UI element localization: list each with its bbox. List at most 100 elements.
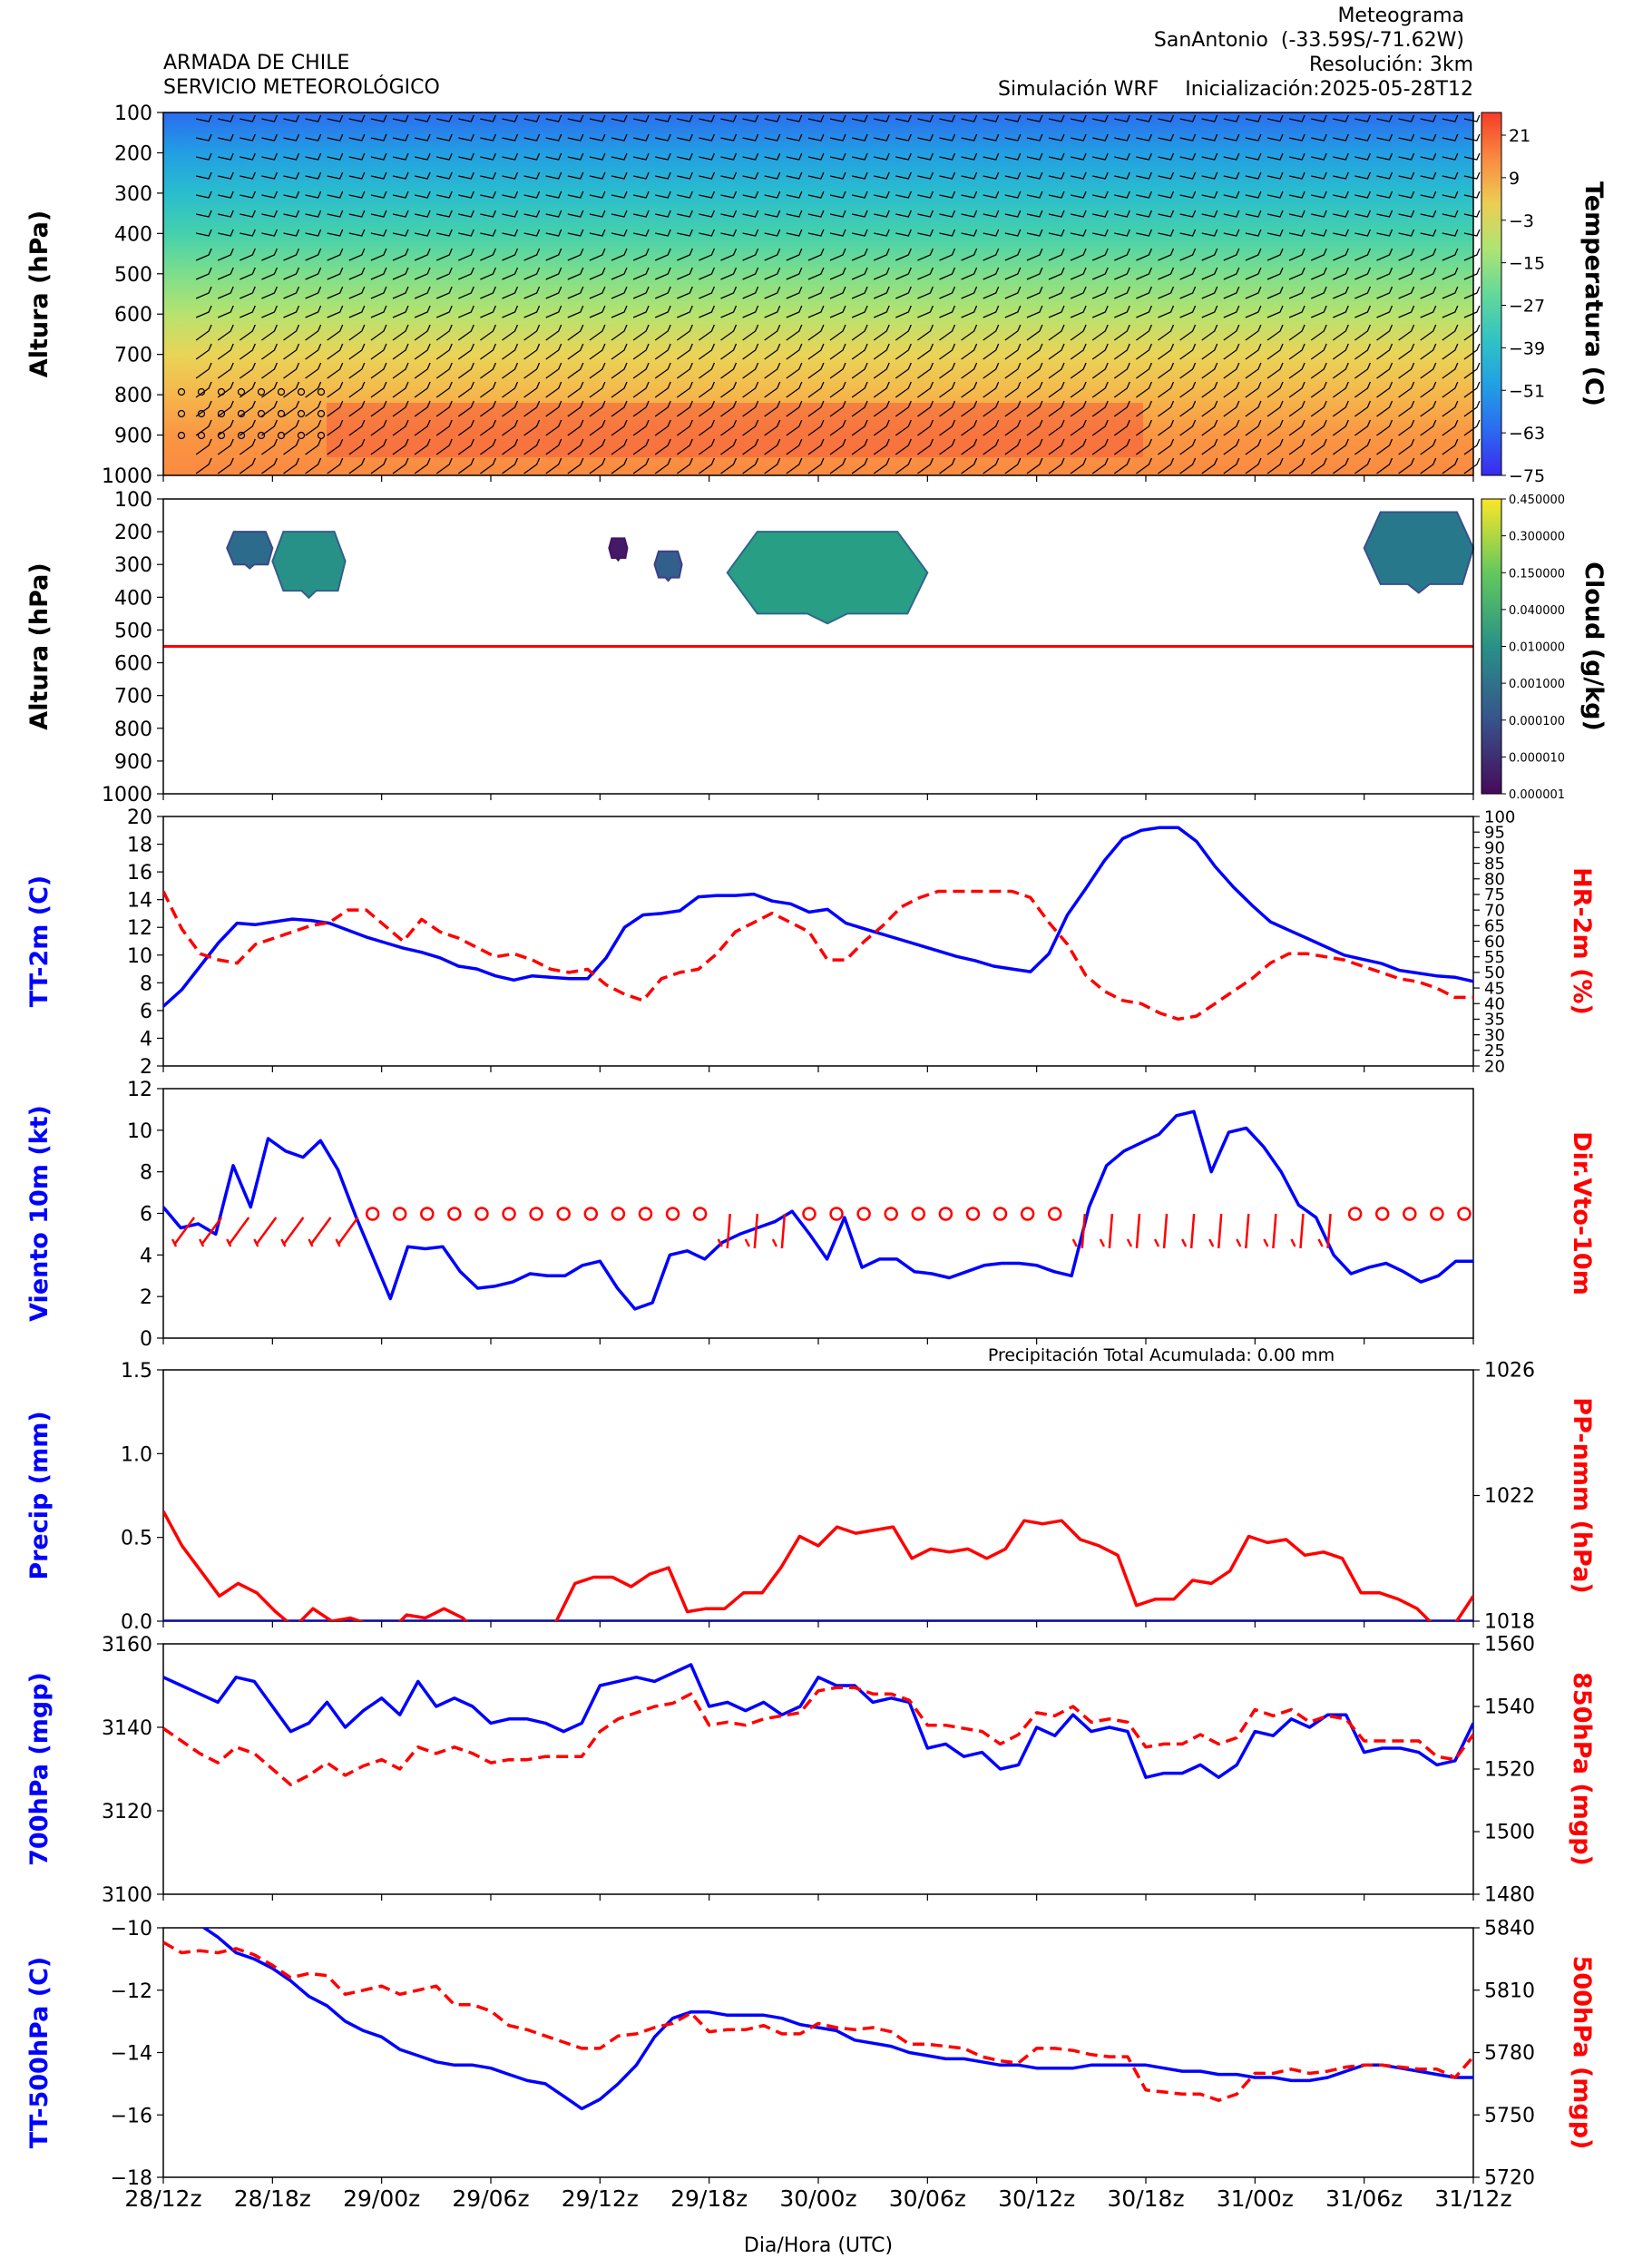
wind-calm-marker bbox=[692, 1207, 708, 1221]
wind-barb bbox=[567, 438, 584, 455]
wind-barb bbox=[502, 191, 519, 199]
cloud-pressure-axis-tick-label: 600 bbox=[114, 653, 152, 676]
wind-barb bbox=[1442, 400, 1459, 417]
wind-barb bbox=[392, 210, 409, 218]
tt2m-hr2m-right-axis-tick-label: 25 bbox=[1484, 1041, 1505, 1061]
wind-barb bbox=[654, 248, 671, 261]
wind-barb bbox=[829, 133, 846, 142]
wind-barb bbox=[414, 267, 431, 280]
wind-barb bbox=[895, 305, 912, 318]
wind-barb bbox=[305, 324, 322, 341]
wind-barb bbox=[742, 152, 759, 161]
wind-barb bbox=[1354, 171, 1371, 180]
wind-barb bbox=[1223, 267, 1240, 280]
wind-barb bbox=[1354, 152, 1371, 161]
wind-barb bbox=[1376, 343, 1393, 360]
wind-direction-barb bbox=[171, 1217, 196, 1247]
wind-barb bbox=[939, 438, 956, 455]
wind-barb bbox=[917, 171, 934, 180]
wind-barb bbox=[1048, 419, 1065, 436]
wind-barb bbox=[1004, 114, 1022, 122]
wind-barb bbox=[764, 229, 781, 237]
wind-barb bbox=[370, 305, 387, 318]
wind-calm-marker bbox=[965, 1207, 981, 1221]
tt2m-hr2m-left-axis-tick-label: 8 bbox=[140, 973, 152, 995]
wind10m-ylabel: Viento 10m (kt) bbox=[25, 1105, 54, 1322]
tt500-z500-right-axis-tick-label: 5780 bbox=[1484, 2042, 1535, 2065]
wind-barb bbox=[1136, 419, 1152, 436]
cloud-region bbox=[271, 531, 347, 600]
wind-barb bbox=[895, 419, 912, 436]
wind-barb bbox=[261, 419, 278, 436]
wind-barb bbox=[1048, 400, 1065, 417]
wind-barb bbox=[545, 229, 562, 237]
tt2m-hr2m-right-axis-tick-label: 55 bbox=[1484, 948, 1505, 967]
wind-barb bbox=[1026, 457, 1043, 474]
wind-barb bbox=[786, 305, 803, 318]
wind-barb bbox=[1136, 267, 1152, 280]
wind-barb bbox=[370, 171, 387, 180]
wind-barb bbox=[917, 152, 934, 161]
wind-barb bbox=[1332, 438, 1349, 455]
calm-wind-marker bbox=[237, 431, 246, 440]
wind-barb bbox=[217, 248, 234, 261]
wind-barb bbox=[939, 305, 956, 318]
wind-barb bbox=[1070, 419, 1087, 436]
wind-barb bbox=[851, 229, 868, 237]
wind-barb bbox=[983, 114, 1000, 122]
wind-barb bbox=[218, 171, 234, 180]
wind-barb bbox=[807, 324, 825, 341]
wind-barb bbox=[654, 457, 671, 474]
wind-barb bbox=[655, 210, 671, 218]
wind-barb bbox=[611, 191, 628, 199]
wind-barb bbox=[1266, 286, 1284, 299]
tt2m-hr2m-right-axis-tick-label: 20 bbox=[1484, 1057, 1505, 1076]
wind-barb bbox=[348, 400, 366, 417]
wind-barb bbox=[1354, 438, 1371, 455]
wind-direction-barb bbox=[717, 1213, 731, 1249]
wind-barb bbox=[1004, 343, 1022, 360]
wind-barb bbox=[677, 171, 693, 180]
wind-barb bbox=[1114, 267, 1130, 280]
wind-barb bbox=[348, 267, 366, 280]
wind-barb bbox=[392, 457, 409, 474]
wind-barb bbox=[632, 381, 650, 398]
wind-barb bbox=[764, 305, 781, 318]
tt2m-hr2m-left-axis-tick-label: 16 bbox=[127, 862, 152, 885]
cloud-pressure-axis-tick-label: 800 bbox=[114, 719, 152, 741]
wind-direction-barb bbox=[1126, 1213, 1141, 1249]
wind-barb bbox=[218, 114, 234, 122]
wind-barb bbox=[195, 229, 212, 237]
wind-barb bbox=[545, 324, 562, 341]
wind-barb bbox=[961, 133, 978, 142]
wind-barb bbox=[523, 267, 541, 280]
tt2m-hr2m-right-axis-tick-label: 65 bbox=[1484, 917, 1505, 936]
wind-barb bbox=[1376, 248, 1393, 261]
wind-barb bbox=[1463, 381, 1481, 398]
wind-barb bbox=[327, 248, 344, 261]
wind-barb bbox=[414, 191, 431, 199]
wind-barb bbox=[1158, 400, 1175, 417]
wind-barb bbox=[676, 362, 693, 379]
wind-barb bbox=[1179, 210, 1197, 218]
wind-barb bbox=[414, 210, 431, 218]
wind-barb bbox=[764, 248, 781, 261]
wind-barb bbox=[1179, 381, 1197, 398]
wind-barb bbox=[567, 133, 584, 142]
wind-barb bbox=[742, 381, 759, 398]
wind-barb bbox=[523, 324, 541, 341]
wind-barb bbox=[261, 114, 278, 122]
tt500-z500-left-axis-tick-label: −14 bbox=[111, 2043, 152, 2066]
wind-barb bbox=[1113, 362, 1130, 379]
wind-barb bbox=[1158, 171, 1175, 180]
wind-barb bbox=[1026, 305, 1043, 318]
wind-barb bbox=[1179, 419, 1197, 436]
wind-barb bbox=[240, 171, 256, 180]
wind-barb bbox=[983, 438, 1000, 455]
wind-barb bbox=[1354, 248, 1371, 261]
wind-barb bbox=[195, 191, 212, 199]
wind-barb bbox=[327, 362, 344, 379]
wind-barb bbox=[348, 286, 366, 299]
wind-barb bbox=[502, 362, 519, 379]
colorbar-tick-label: 0.001000 bbox=[1509, 678, 1565, 691]
